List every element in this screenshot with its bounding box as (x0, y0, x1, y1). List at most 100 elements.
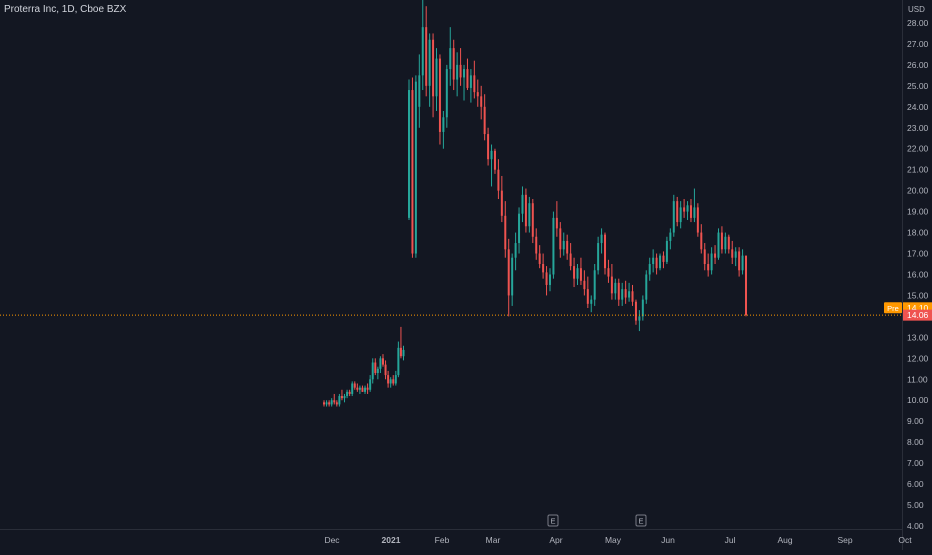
candle-down (524, 194, 527, 227)
price-tick-label: 26.00 (907, 60, 929, 70)
candle-down (381, 358, 384, 365)
candle-up (590, 299, 593, 304)
price-tick-label: 25.00 (907, 81, 929, 91)
pre-market-price: 14.10 (907, 303, 929, 313)
candle-up (402, 349, 405, 357)
candle-down (340, 396, 343, 399)
candle-down (631, 291, 634, 302)
last-price-badge (903, 309, 932, 321)
price-tick-label: 19.00 (907, 207, 929, 217)
pre-market-price-badge (903, 302, 932, 314)
price-tick-label: 11.00 (907, 374, 928, 384)
candle-down (542, 264, 545, 273)
candle-down (569, 253, 572, 267)
candle-up (648, 264, 651, 275)
candle-up (325, 402, 328, 405)
price-tick-label: 5.00 (907, 500, 924, 510)
pre-market-label: Pre (887, 304, 899, 313)
candle-up (511, 257, 514, 296)
candle-down (745, 255, 747, 316)
candle-down (504, 215, 507, 250)
time-tick-label: Sep (837, 535, 852, 545)
candle-down (655, 257, 658, 269)
candle-down (399, 347, 402, 357)
candle-up (724, 236, 727, 250)
price-tick-label: 17.00 (907, 249, 929, 259)
candle-down (335, 402, 338, 405)
price-tick-label: 20.00 (907, 186, 929, 196)
candle-down (617, 282, 620, 300)
candle-down (559, 228, 562, 250)
time-tick-label: Dec (324, 535, 340, 545)
candle-down (689, 205, 692, 218)
candle-up (369, 379, 372, 390)
candle-down (348, 391, 351, 394)
candle-up (521, 194, 524, 214)
price-tick-label: 9.00 (907, 416, 924, 426)
candle-down (738, 251, 741, 271)
candle-up (734, 251, 737, 258)
candle-down (459, 64, 462, 78)
chart-title: Proterra Inc, 1D, Cboe BZX (4, 4, 127, 15)
earnings-marker[interactable] (547, 514, 559, 527)
time-tick-label: May (605, 535, 622, 545)
candle-down (480, 96, 483, 107)
time-tick-label: 2021 (382, 535, 401, 545)
candle-down (607, 268, 610, 277)
candle-down (586, 289, 589, 304)
candle-down (328, 402, 331, 405)
price-tick-label: 21.00 (907, 165, 929, 175)
candle-up (330, 400, 333, 405)
candle-down (573, 266, 576, 279)
price-tick-label: 13.00 (907, 332, 929, 342)
candle-down (634, 301, 637, 321)
candle-down (676, 201, 679, 223)
candle-up (389, 379, 392, 384)
earnings-marker-label: E (550, 517, 555, 526)
candle-down (579, 268, 582, 281)
candle-down (538, 253, 541, 264)
candle-down (714, 253, 717, 258)
candle-down (624, 289, 627, 298)
candle-up (414, 81, 417, 254)
candle-up (741, 255, 744, 271)
price-tick-label: 16.00 (907, 269, 929, 279)
candle-down (425, 27, 428, 86)
candle-up (463, 69, 466, 78)
candle-up (428, 39, 431, 86)
candle-down (720, 232, 723, 250)
earnings-marker[interactable] (635, 514, 647, 527)
candle-up (638, 316, 641, 321)
candle-up (469, 75, 472, 88)
candle-up (449, 48, 452, 70)
candle-up (717, 232, 720, 258)
candle-down (703, 249, 706, 264)
candle-up (597, 243, 600, 271)
price-tick-label: 12.00 (907, 353, 929, 363)
price-tick-label: 8.00 (907, 437, 924, 447)
candle-down (727, 236, 730, 250)
candle-down (356, 387, 359, 390)
candle-down (387, 375, 390, 384)
price-tick-label: 27.00 (907, 39, 929, 49)
time-axis[interactable]: Dec 2021 Feb Mar Apr May Jun Jul Aug Sep Oct (324, 535, 912, 545)
candle-up (652, 257, 655, 264)
candle-up (593, 270, 596, 300)
earnings-marker-label: E (638, 517, 643, 526)
candle-up (445, 69, 448, 118)
candle-down (604, 234, 607, 269)
price-tick-label: 4.00 (907, 521, 924, 531)
currency-label: USD (908, 5, 925, 14)
candle-up (552, 217, 555, 275)
price-axis[interactable]: 28.00 27.00 26.00 25.00 24.00 23.00 22.00 21.00… (907, 18, 929, 531)
candle-up (562, 240, 565, 250)
candle-down (361, 387, 364, 392)
candle-up (659, 255, 662, 269)
candle-down (707, 264, 710, 271)
candle-up (379, 358, 382, 369)
price-tick-label: 15.00 (907, 290, 929, 300)
candle-up (351, 383, 354, 394)
